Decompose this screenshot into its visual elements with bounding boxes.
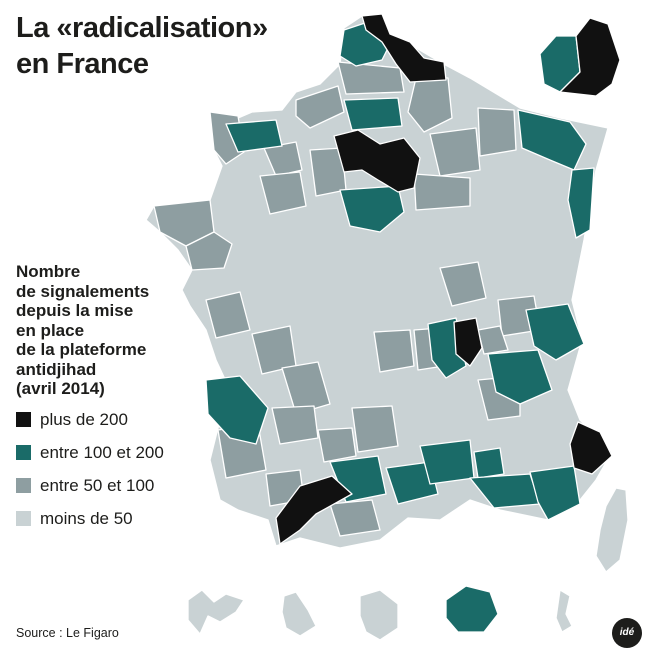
category-black-departments (275, 13, 621, 545)
dept-haute-savoie (525, 303, 585, 361)
legend-label: moins de 50 (40, 508, 133, 528)
legend-heading-line: depuis la mise (16, 301, 134, 320)
dept-oise (337, 61, 405, 95)
dept-sarthe (259, 171, 307, 215)
title-line-1: La «radicalisation» (16, 12, 268, 44)
dept-cantal (373, 329, 415, 373)
mayotte (555, 589, 573, 633)
la-reunion (445, 585, 499, 633)
dept-aveyron (351, 405, 399, 453)
dept-calvados (225, 119, 283, 153)
dept-herault (385, 461, 439, 505)
dept-alpes-maritimes (569, 421, 613, 475)
legend-swatch (16, 511, 31, 526)
title-line-2: en France (16, 48, 149, 80)
legend-heading-line: antidjihad (16, 359, 97, 379)
dept-yonne (413, 173, 471, 211)
dept-eure (295, 85, 345, 129)
legend-swatch (16, 478, 31, 493)
legend-item-teal: entre 100 et 200 (16, 442, 216, 464)
legend-label: plus de 200 (40, 409, 128, 429)
legend-heading-line: de la plateforme (16, 340, 147, 359)
legend: Nombre de signalements depuis la mise en… (16, 262, 216, 541)
legend-heading-line: de signalements (16, 281, 150, 301)
legend-swatch (16, 412, 31, 427)
dept-vendee (205, 291, 251, 339)
legend-label: entre 100 et 200 (40, 442, 164, 462)
legend-heading-line: en place (16, 320, 85, 340)
legend-item-light-grey: moins de 50 (16, 508, 216, 530)
legend-label: entre 50 et 100 (40, 475, 155, 495)
dept-ariege (329, 499, 381, 537)
dept-cote-dor (439, 261, 487, 307)
guyane (359, 589, 399, 641)
dept-tarn-et-garonne (317, 427, 357, 463)
dept-orne (263, 141, 303, 177)
dept-bas-rhin (567, 167, 595, 239)
dept-marne (429, 127, 481, 177)
dept-vaucluse (473, 447, 505, 479)
dept-gironde (205, 375, 269, 445)
legend-heading: Nombre de signalements depuis la mise en… (16, 262, 216, 399)
legend-heading-line: (avril 2014) (16, 379, 105, 398)
dept-dordogne (281, 361, 331, 415)
ide-logo: idé (612, 618, 642, 648)
corsica (595, 487, 629, 573)
legend-swatch (16, 445, 31, 460)
legend-item-mid-grey: entre 50 et 100 (16, 475, 216, 497)
dept-var (529, 465, 581, 521)
map-title: La «radicalisation» en France (16, 10, 268, 82)
dept-morbihan (185, 231, 233, 271)
dept-savoie-isere (487, 349, 553, 405)
dept-meuse (477, 107, 517, 157)
legend-heading-line: Nombre (16, 262, 81, 281)
dept-gard (419, 439, 475, 485)
dept-loire-black (453, 317, 483, 367)
dept-somme (343, 97, 403, 131)
source-credit: Source : Le Figaro (16, 626, 119, 640)
dept-haute-garonne (275, 475, 353, 545)
legend-item-black: plus de 200 (16, 409, 216, 431)
dept-lot-et-garonne (271, 405, 319, 445)
martinique (281, 591, 317, 637)
dept-nord (361, 13, 447, 83)
overseas-departments (187, 585, 573, 641)
dept-paris-area (333, 129, 421, 193)
guadeloupe (187, 589, 245, 635)
dept-idf-east (559, 17, 621, 97)
